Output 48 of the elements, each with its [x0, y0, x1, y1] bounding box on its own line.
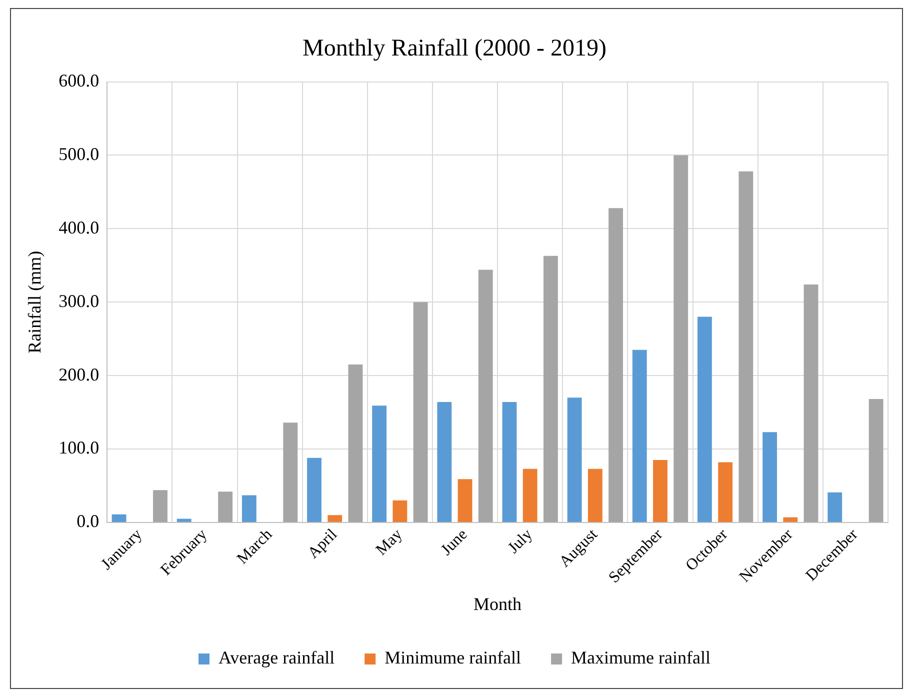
bar: [153, 490, 168, 522]
bar: [112, 514, 126, 522]
bar: [718, 462, 733, 522]
bar: [348, 364, 363, 522]
bar: [674, 155, 688, 522]
bar: [697, 316, 712, 522]
y-tick-label: 0.0: [76, 511, 100, 532]
y-tick-label: 200.0: [58, 364, 100, 384]
y-tick-label: 500.0: [58, 144, 100, 164]
chart-title: Monthly Rainfall (2000 - 2019): [302, 36, 606, 62]
x-tick-label: May: [372, 526, 406, 559]
legend-label: Average rainfall: [218, 648, 335, 668]
bar: [804, 284, 818, 522]
bar: [478, 270, 493, 522]
bar: [588, 468, 602, 522]
y-tick-label: 300.0: [58, 290, 100, 311]
bar: [543, 256, 558, 522]
y-tick-label: 400.0: [58, 217, 100, 238]
bar: [413, 302, 428, 522]
bar: [522, 468, 538, 522]
y-tick-label: 100.0: [58, 438, 100, 458]
bar: [328, 515, 342, 522]
bar: [653, 460, 668, 522]
legend-label: Maximume rainfall: [571, 648, 711, 668]
bar: [502, 402, 517, 522]
bar: [608, 208, 623, 522]
x-tick-label: July: [505, 526, 536, 557]
y-tick-label: 600.0: [58, 70, 100, 91]
x-tick-label: June: [438, 526, 471, 559]
bar: [307, 458, 322, 522]
y-axis-title: Rainfall (mm): [24, 250, 45, 354]
bar: [738, 171, 754, 522]
bar: [372, 406, 387, 522]
bar: [783, 517, 798, 522]
bar: [762, 432, 777, 522]
bar: [392, 500, 408, 522]
x-axis-title: Month: [474, 594, 522, 614]
legend-label: Minimume rainfall: [384, 648, 522, 668]
bar: [283, 422, 298, 522]
bar: [458, 479, 472, 522]
bar: [828, 492, 842, 522]
bar: [242, 495, 256, 522]
bar: [632, 350, 647, 522]
bar: [176, 518, 192, 522]
bar: [437, 402, 452, 522]
bar: [567, 398, 582, 522]
bar: [868, 399, 884, 522]
bar: [218, 492, 233, 522]
